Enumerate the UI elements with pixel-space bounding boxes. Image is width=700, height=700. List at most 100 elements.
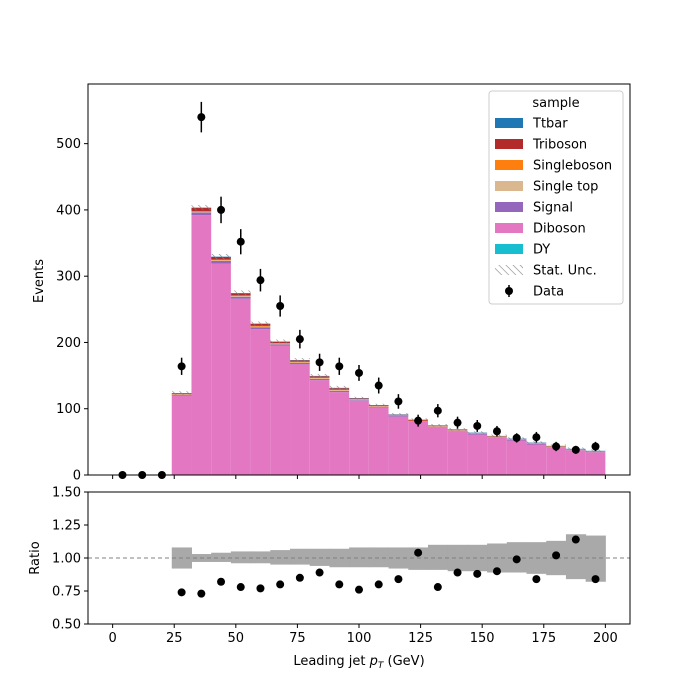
main-panel: 0 100 200 300 400 500 Events <box>32 83 631 484</box>
bar-signal <box>427 426 448 428</box>
ratio-band-bin <box>427 544 449 570</box>
data-point <box>236 237 245 246</box>
main-x-ticks <box>112 475 606 479</box>
bar-signal <box>191 212 212 216</box>
ratio-band-bin <box>290 548 311 565</box>
bar-single-top <box>309 378 330 379</box>
bar-diboson <box>270 345 291 475</box>
data-point <box>197 113 206 122</box>
legend-swatch-signal <box>495 202 523 212</box>
bar-diboson <box>349 400 369 475</box>
data-point <box>571 445 580 454</box>
bar-diboson <box>526 444 547 475</box>
x-tick-label: 50 <box>228 631 245 646</box>
bar-singleboson <box>191 211 212 212</box>
bar-single-top <box>211 260 231 261</box>
bar-signal <box>211 260 231 264</box>
ratio-band-bin <box>349 547 370 568</box>
bar-diboson <box>230 298 251 475</box>
data-point <box>335 362 344 371</box>
bar-diboson <box>250 329 271 475</box>
y-tick-label: 0 <box>73 469 81 484</box>
bar-signal <box>230 296 251 299</box>
ratio-x-ticks: 0 25 50 75 100 125 150 175 200 <box>108 624 618 646</box>
stat-unc-hatch <box>388 413 409 416</box>
data-point <box>394 397 403 406</box>
legend-title: sample <box>532 96 579 111</box>
data-point <box>256 276 265 285</box>
bar-diboson <box>565 450 586 475</box>
stat-unc-hatch <box>467 431 488 434</box>
main-y-ticks: 0 100 200 300 400 500 <box>56 137 88 484</box>
x-tick-label: 75 <box>289 631 306 646</box>
ratio-y-ticks: 0.50 0.75 1.00 1.25 1.50 <box>52 486 88 633</box>
y-tick-label: 100 <box>56 402 81 417</box>
ratio-band-bin <box>329 548 350 568</box>
legend: sample Ttbar Triboson Singleboson Single to… <box>488 90 624 305</box>
legend-swatch-ttbar <box>495 118 523 128</box>
stacked-histogram <box>171 207 606 475</box>
ratio-y-tick-label: 1.50 <box>52 486 81 501</box>
bar-singleboson <box>250 325 271 327</box>
legend-label: DY <box>533 243 550 258</box>
data-point <box>414 416 423 425</box>
ratio-y-tick-label: 0.75 <box>52 585 81 600</box>
ratio-point <box>571 535 580 544</box>
legend-label: Signal <box>533 201 573 216</box>
bar-diboson <box>388 416 409 475</box>
stat-unc-hatch <box>368 403 389 407</box>
legend-label: Ttbar <box>532 117 568 132</box>
data-point <box>217 205 226 214</box>
bar-diboson <box>506 440 527 475</box>
bar-signal <box>368 406 389 408</box>
bar-single-top <box>349 399 369 401</box>
data-point <box>552 442 561 451</box>
legend-swatch-single-top <box>495 181 523 191</box>
legend-label: Triboson <box>532 138 587 153</box>
data-point <box>532 433 541 442</box>
bar-diboson <box>408 421 428 475</box>
ratio-band-bin <box>565 534 587 580</box>
ratio-point <box>433 583 442 592</box>
bar-signal <box>467 433 488 435</box>
bar-diboson <box>427 427 448 475</box>
ratio-band-bin <box>230 551 252 564</box>
y-tick-label: 400 <box>56 203 81 218</box>
bar-diboson <box>309 380 330 475</box>
y-tick-label: 200 <box>56 336 81 351</box>
ratio-point <box>414 548 423 557</box>
ratio-y-tick-label: 0.50 <box>52 618 81 633</box>
stat-unc-hatch <box>270 339 291 344</box>
stat-unc-hatch <box>329 385 350 390</box>
ratio-point <box>177 588 186 597</box>
ratio-point <box>197 589 206 598</box>
stat-unc-hatch <box>191 204 212 211</box>
data-point <box>433 406 442 415</box>
data-points <box>118 101 600 479</box>
bar-signal <box>329 390 350 393</box>
bar-single-top <box>329 390 350 391</box>
legend-label: Diboson <box>533 222 586 237</box>
bar-signal <box>290 363 310 365</box>
x-tick-label: 0 <box>108 631 116 646</box>
ratio-y-label: Ratio <box>28 541 43 574</box>
data-point <box>591 442 600 451</box>
legend-data-marker <box>505 287 513 295</box>
bar-single-top <box>290 362 310 364</box>
stat-unc-hatch <box>171 391 192 396</box>
ratio-point <box>276 580 285 589</box>
ratio-y-tick-label: 1.00 <box>52 552 81 567</box>
x-tick-label: 200 <box>593 631 618 646</box>
bar-signal <box>349 400 369 401</box>
ratio-point <box>295 573 304 582</box>
data-point <box>512 433 521 442</box>
bar-diboson <box>447 431 468 475</box>
legend-swatch-singleboson <box>495 160 523 170</box>
bar-singleboson <box>211 259 231 261</box>
legend-label: Singleboson <box>533 159 612 174</box>
ratio-point <box>256 584 265 593</box>
ratio-point <box>473 569 482 578</box>
data-point <box>374 381 383 390</box>
ratio-points <box>177 535 600 598</box>
